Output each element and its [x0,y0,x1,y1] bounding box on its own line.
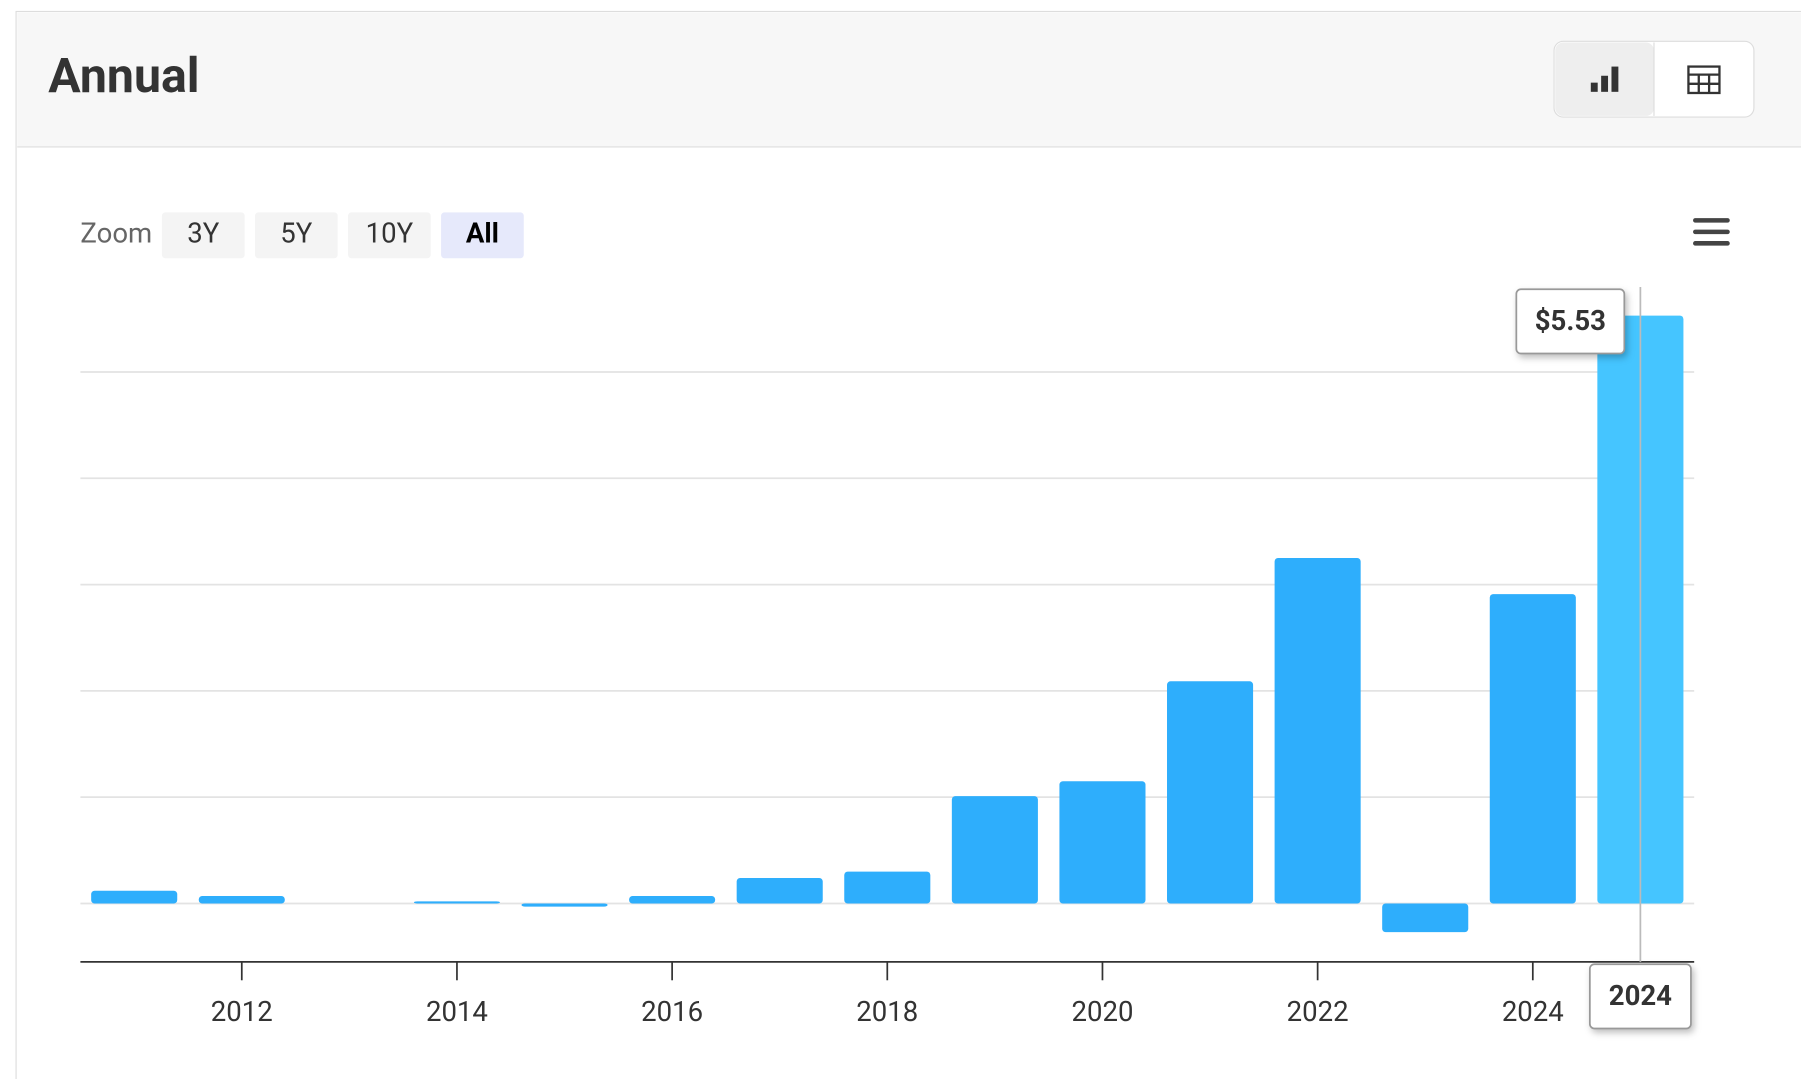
title: Annual [48,47,199,104]
zoom-button[interactable] [441,212,524,259]
bar [413,901,500,904]
table-icon[interactable] [1687,65,1721,95]
bar [91,890,178,904]
bar [1059,781,1146,904]
tooltip-value: $5.53 [1535,304,1606,337]
tooltip [1515,288,1626,355]
x-tooltip [1588,963,1692,1030]
menu-icon[interactable] [1693,218,1730,246]
zoom-button-label: 10Y [366,217,414,250]
bar [844,871,931,904]
zoom-label: Zoom [80,217,152,250]
zoom-buttons: 3Y 5Y 10Y All [161,212,524,259]
x-tick-label: 2024 [1502,995,1564,1028]
card-header [17,12,1801,147]
x-tick-label: 2014 [426,995,488,1028]
zoom-button-label: 3Y [187,217,219,250]
bar [1167,681,1254,904]
x-tick-label: 2022 [1287,995,1349,1028]
x-tick-label: 2016 [641,995,703,1028]
zoom-button-label: All [466,217,499,250]
bar [1274,558,1361,904]
zoom-button[interactable] [254,212,338,259]
bar [951,796,1038,904]
x-tick-label: 2020 [1071,995,1133,1028]
bar [629,896,716,904]
bar [1489,594,1576,904]
zoom-button-label: 5Y [280,217,312,250]
chart-icon [1590,66,1619,92]
x-tooltip-label: 2024 [1609,979,1672,1012]
card [15,10,1801,1083]
bar [198,896,285,904]
x-tick-label: 2012 [211,995,273,1028]
bar [521,903,608,907]
zoom-button[interactable] [348,212,431,259]
x-tick-label: 2018 [856,995,918,1028]
plot: 2012 2014 2016 2018 2020 2022 2024 $5.53 2024 [80,286,1695,1030]
bar [736,877,823,904]
bar [1382,903,1469,933]
zoom-button[interactable] [161,212,245,259]
